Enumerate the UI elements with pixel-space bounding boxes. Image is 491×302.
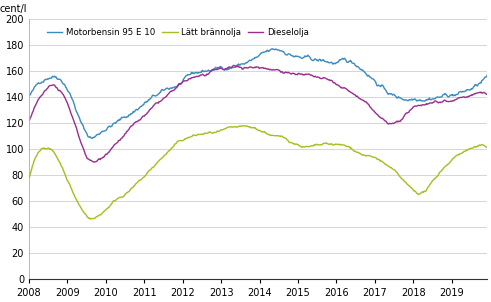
Line: Motorbensin 95 E 10: Motorbensin 95 E 10 [29, 49, 489, 138]
Text: cent/l: cent/l [0, 4, 27, 14]
Legend: Motorbensin 95 E 10, Lätt brännolja, Dieselolja: Motorbensin 95 E 10, Lätt brännolja, Die… [47, 28, 309, 37]
Line: Lätt brännolja: Lätt brännolja [29, 126, 489, 219]
Line: Dieselolja: Dieselolja [29, 65, 489, 162]
